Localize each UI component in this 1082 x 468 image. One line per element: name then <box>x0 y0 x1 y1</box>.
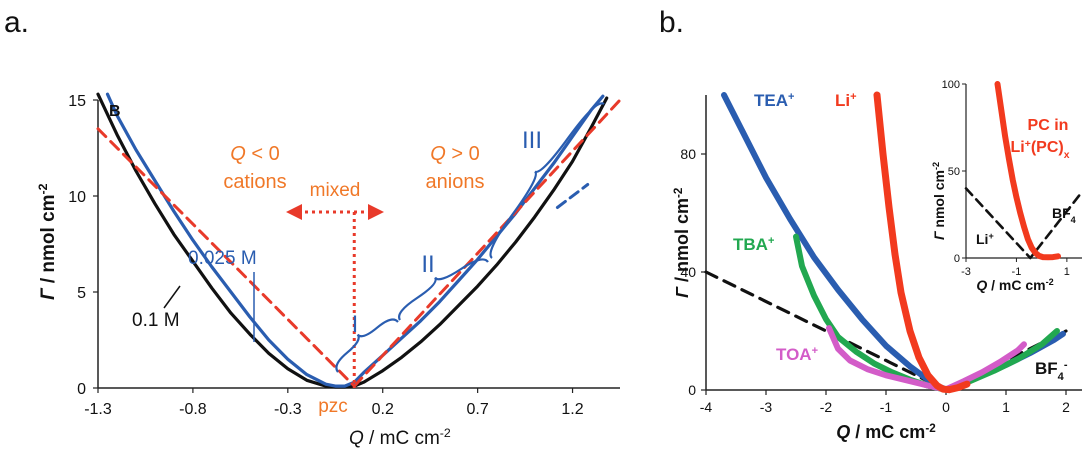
inset-background <box>958 78 1082 270</box>
panel-a-y-tick-label: 15 <box>68 93 86 110</box>
inset-label-Li: Li+ <box>976 231 994 247</box>
panel-b-x-tick-label: -4 <box>700 399 713 415</box>
panel-a-x-tick-label: -0.8 <box>179 401 207 418</box>
panel-b-plot: 0 40 80 -4 -3 -2 -1 0 1 2 Q / mC cm-2 Γ / nmol cm-2… <box>672 78 1082 442</box>
panel-a-x-tick-label: 1.2 <box>561 401 583 418</box>
label-BF4: BF4- <box>1035 359 1068 383</box>
panel-a-plot: 0 5 10 15 -1.3 -0.8 -0.3 0.2 0.7 1.2 Q / mC cm-2 Γ … <box>36 92 622 449</box>
panel-b-series-TOA <box>826 325 1027 393</box>
mixed-arrow-left-head <box>286 204 302 220</box>
label-0.025M: 0.025 M <box>188 248 257 269</box>
inset-x-axis-label: Q / mC cm-2 <box>976 277 1053 293</box>
panel-a-blue-dashed-fit <box>555 183 590 209</box>
panel-a-red-dashed-fit <box>96 127 356 388</box>
label-Li: Li+ <box>835 91 857 110</box>
panel-a-x-tick-label: 0.2 <box>372 401 394 418</box>
label-TEA: TEA+ <box>754 91 794 110</box>
label-0.1M: 0.1 M <box>132 310 180 331</box>
panel-b-y-axis-label: Γ / nmol cm-2 <box>672 187 693 298</box>
pointer-0.1M <box>163 285 181 309</box>
brace-region-I <box>335 318 399 373</box>
panel-b-y-tick-label: 0 <box>688 382 696 398</box>
panel-a-y-tick-label: 10 <box>68 189 86 206</box>
label-B: B <box>109 103 121 120</box>
brace-region-II <box>398 258 489 321</box>
panel-a-y-axis-label: Γ / nmol cm-2 <box>36 183 59 300</box>
panel-label-b: b. <box>659 6 685 39</box>
inset-y-axis-label: Γ nmol cm-2 <box>931 162 947 240</box>
panel-label-a: a. <box>4 6 30 39</box>
cations-label: cations <box>223 171 286 193</box>
label-TOA: TOA+ <box>776 345 818 364</box>
panel-b-x-tick-label: 1 <box>1002 399 1010 415</box>
mixed-arrow-right-head <box>368 204 384 220</box>
inset-black-dashed-fit <box>964 187 1082 260</box>
inset-y-tick-label: 50 <box>948 166 960 178</box>
brace-region-III <box>489 102 605 259</box>
inset-x-tick-label: 1 <box>1064 266 1070 278</box>
mixed-label: mixed <box>310 180 361 201</box>
region-III-label: III <box>522 127 542 154</box>
inset-label-BF4: BF4 <box>1052 205 1077 225</box>
panel-a-x-axis-label: Q / mC cm-2 <box>349 426 451 449</box>
panel-b-x-tick-label: 2 <box>1062 399 1070 415</box>
inset-title-line1: PC in <box>1028 117 1069 134</box>
panel-b-x-tick-label: -1 <box>880 399 893 415</box>
panel-a-y-tick-label: 0 <box>77 381 86 398</box>
label-TBA: TBA+ <box>733 235 774 254</box>
q-negative-label: Q < 0 <box>230 143 279 165</box>
panel-a-x-tick-label: 0.7 <box>467 401 489 418</box>
panel-a-y-tick-label: 5 <box>77 285 86 302</box>
anions-label: anions <box>426 171 485 193</box>
panel-a-red-dashed-fit <box>352 98 622 388</box>
inset-x-tick-label: -1 <box>1012 266 1022 278</box>
pzc-label: pzc <box>318 396 348 417</box>
region-I-label: I <box>352 311 359 338</box>
panel-b-y-tick-label: 40 <box>680 264 696 280</box>
region-II-label: II <box>421 251 434 278</box>
panel-b-x-axis-label: Q / mC cm-2 <box>836 422 936 443</box>
inset-x-tick-label: -3 <box>961 266 971 278</box>
panel-b-y-tick-label: 80 <box>680 146 696 162</box>
panel-a-series-0.1M <box>96 92 609 389</box>
panel-b-x-tick-label: 0 <box>942 399 950 415</box>
inset-series-PC <box>994 81 1061 261</box>
panel-b-x-tick-label: -3 <box>760 399 773 415</box>
panel-b-x-tick-label: -2 <box>820 399 833 415</box>
panel-a-x-tick-label: -0.3 <box>274 401 302 418</box>
panel-b-series-Li <box>873 91 971 394</box>
inset-title-line2: Li+(PC)x <box>1011 139 1070 161</box>
inset-y-tick-label: 100 <box>942 79 960 91</box>
panel-a-x-tick-label: -1.3 <box>84 401 112 418</box>
q-positive-label: Q > 0 <box>430 143 479 165</box>
inset-y-tick-label: 0 <box>954 253 960 265</box>
